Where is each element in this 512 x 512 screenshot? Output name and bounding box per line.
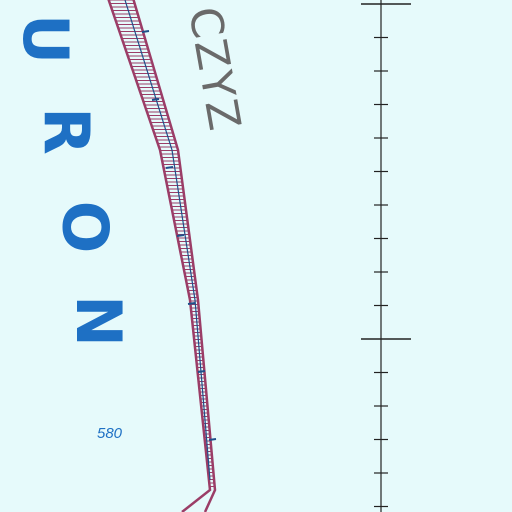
border-tick-3	[176, 234, 185, 237]
lake-label-letter-4: N	[61, 295, 135, 347]
lake-label-letter-2: R	[29, 107, 103, 155]
scale-bar	[361, 0, 411, 512]
border-tick-5	[197, 370, 206, 373]
lake-label-letter-1: U	[9, 13, 83, 65]
border-tick-6	[208, 438, 217, 441]
border-tick-2	[165, 166, 174, 169]
border-tick-4	[187, 302, 196, 305]
lake-label-letter-3: O	[48, 200, 122, 254]
border-centerline	[124, 0, 211, 481]
border-tick-1	[151, 98, 160, 101]
depth-sounding-label: 580	[97, 425, 123, 442]
restricted-area-boundary-outer	[132, 0, 217, 512]
border-ticks	[141, 30, 217, 441]
restricted-area-boundary-inner	[107, 0, 212, 512]
border-tick-0	[141, 30, 150, 33]
border-line	[124, 0, 211, 481]
